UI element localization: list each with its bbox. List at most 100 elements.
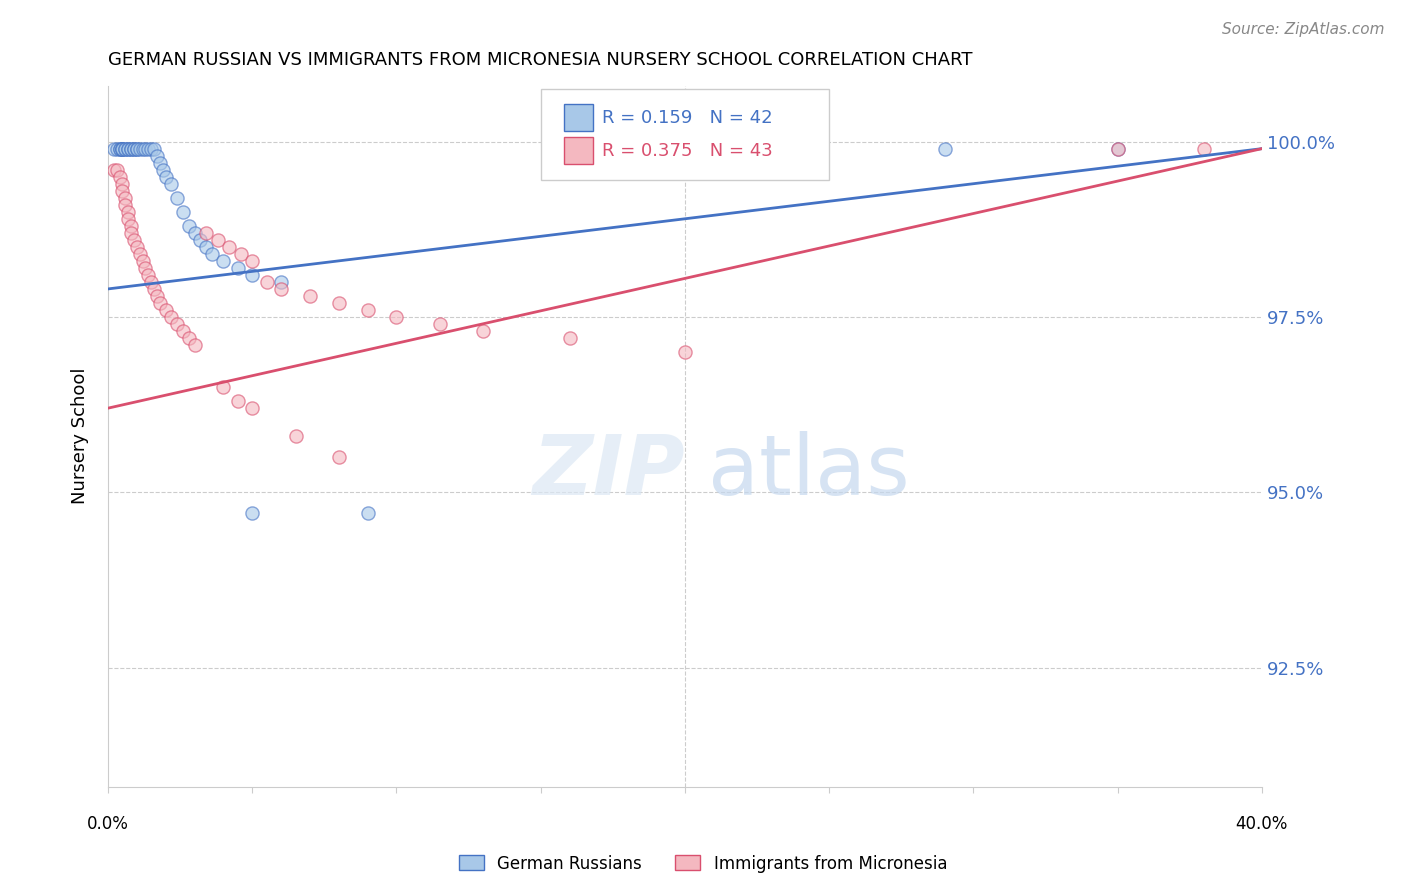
Point — [201, 247, 224, 261]
Point — [134, 260, 156, 275]
Point — [356, 507, 378, 521]
Point — [146, 289, 169, 303]
Point — [166, 317, 188, 331]
Point — [934, 142, 956, 156]
Point — [114, 191, 136, 205]
Point — [195, 226, 218, 240]
Point — [240, 253, 263, 268]
Point — [122, 142, 145, 156]
Point — [128, 247, 150, 261]
Point — [212, 253, 235, 268]
Point — [1192, 142, 1215, 156]
Point — [240, 507, 263, 521]
Point — [131, 142, 153, 156]
Point — [103, 142, 125, 156]
Point — [114, 198, 136, 212]
Point — [146, 149, 169, 163]
Text: 0.0%: 0.0% — [87, 815, 129, 833]
Text: 40.0%: 40.0% — [1236, 815, 1288, 833]
Point — [1107, 142, 1129, 156]
Point — [111, 142, 134, 156]
Point — [172, 324, 194, 338]
Point — [356, 302, 378, 317]
Point — [183, 226, 205, 240]
Point — [141, 142, 163, 156]
Point — [558, 331, 581, 345]
Point — [284, 429, 307, 443]
Point — [149, 155, 172, 169]
Point — [114, 142, 136, 156]
Legend: German Russians, Immigrants from Micronesia: German Russians, Immigrants from Microne… — [453, 848, 953, 880]
Point — [120, 219, 142, 233]
Point — [155, 302, 177, 317]
Point — [105, 142, 128, 156]
Point — [117, 142, 139, 156]
Point — [172, 204, 194, 219]
Point — [1107, 142, 1129, 156]
Point — [138, 142, 160, 156]
Point — [188, 233, 211, 247]
Point — [385, 310, 408, 324]
Point — [111, 184, 134, 198]
Point — [472, 324, 495, 338]
Point — [120, 142, 142, 156]
Point — [207, 233, 229, 247]
Point — [122, 233, 145, 247]
Point — [155, 169, 177, 184]
Point — [128, 142, 150, 156]
Point — [143, 142, 166, 156]
Point — [673, 345, 696, 359]
Point — [131, 253, 153, 268]
Point — [117, 211, 139, 226]
Point — [117, 204, 139, 219]
Point — [183, 338, 205, 352]
Point — [270, 282, 292, 296]
Point — [141, 275, 163, 289]
Point — [218, 240, 240, 254]
Point — [108, 142, 131, 156]
Point — [160, 310, 183, 324]
Point — [114, 142, 136, 156]
Text: GERMAN RUSSIAN VS IMMIGRANTS FROM MICRONESIA NURSERY SCHOOL CORRELATION CHART: GERMAN RUSSIAN VS IMMIGRANTS FROM MICRON… — [108, 51, 973, 69]
Point — [160, 177, 183, 191]
Point — [105, 162, 128, 177]
FancyBboxPatch shape — [564, 137, 593, 164]
Point — [108, 169, 131, 184]
Point — [270, 275, 292, 289]
Point — [298, 289, 321, 303]
Text: atlas: atlas — [709, 431, 910, 512]
Point — [177, 219, 200, 233]
Point — [120, 142, 142, 156]
Point — [125, 142, 148, 156]
Point — [117, 142, 139, 156]
Point — [108, 142, 131, 156]
Point — [111, 142, 134, 156]
Point — [226, 394, 249, 409]
Point — [177, 331, 200, 345]
Point — [240, 268, 263, 282]
Point — [125, 142, 148, 156]
Y-axis label: Nursery School: Nursery School — [72, 368, 89, 505]
Point — [328, 296, 350, 310]
FancyBboxPatch shape — [564, 104, 593, 131]
Point — [152, 162, 174, 177]
Text: Source: ZipAtlas.com: Source: ZipAtlas.com — [1222, 22, 1385, 37]
Point — [166, 191, 188, 205]
Point — [328, 450, 350, 465]
Point — [212, 380, 235, 394]
Point — [103, 162, 125, 177]
Point — [149, 296, 172, 310]
Point — [125, 240, 148, 254]
Point — [120, 226, 142, 240]
Point — [134, 142, 156, 156]
FancyBboxPatch shape — [541, 89, 830, 180]
Point — [229, 247, 252, 261]
Point — [256, 275, 278, 289]
Point — [143, 282, 166, 296]
Point — [122, 142, 145, 156]
Point — [429, 317, 451, 331]
Text: ZIP: ZIP — [533, 431, 685, 512]
Text: R = 0.375   N = 43: R = 0.375 N = 43 — [602, 142, 773, 160]
Text: R = 0.159   N = 42: R = 0.159 N = 42 — [602, 109, 772, 127]
Point — [240, 401, 263, 416]
